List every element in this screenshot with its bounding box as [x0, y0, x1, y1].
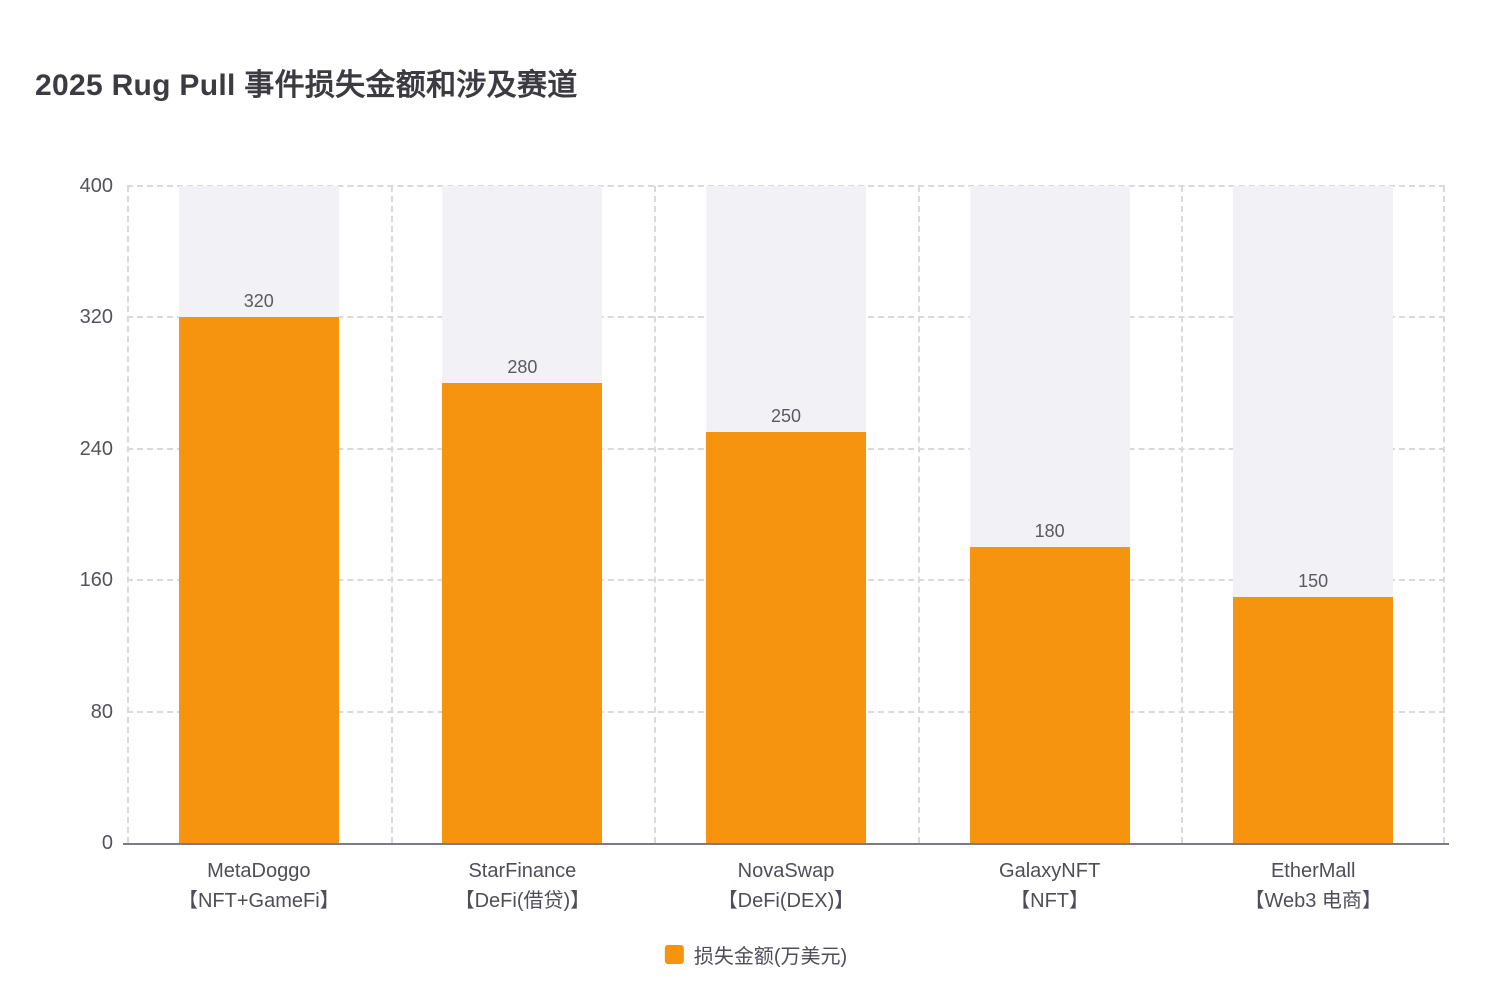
bar-galaxynft[interactable]	[969, 547, 1130, 843]
legend-item-loss-amount[interactable]: 损失金额(万美元)	[664, 940, 848, 969]
gridline-vertical	[1443, 186, 1445, 843]
y-axis-tick-label: 400	[79, 175, 113, 197]
y-axis-tick-label: 0	[101, 832, 113, 854]
x-category-label: GalaxyNFT 【NFT】	[918, 856, 1182, 916]
x-category-track: 【Web3 电商】	[1244, 890, 1382, 912]
x-category-name: GalaxyNFT	[999, 860, 1101, 882]
x-category-label: MetaDoggo 【NFT+GameFi】	[127, 856, 391, 916]
bar-novaswap[interactable]	[706, 432, 866, 843]
bar-value-label: 320	[243, 291, 274, 312]
y-axis-tick-label: 320	[79, 306, 113, 329]
gridline-vertical	[390, 186, 393, 843]
x-category-label: EtherMall 【Web3 电商】	[1181, 856, 1445, 916]
x-category-label: NovaSwap 【DeFi(DEX)】	[654, 856, 918, 916]
gridline-vertical	[127, 186, 129, 843]
y-axis-tick-label: 160	[79, 569, 113, 592]
bar-metadoggo[interactable]	[178, 317, 339, 843]
x-axis-line	[123, 842, 1449, 845]
x-category-name: NovaSwap	[737, 860, 835, 882]
bar-starfinance[interactable]	[442, 383, 603, 843]
x-category-track: 【NFT】	[1010, 890, 1090, 912]
bar-value-label: 150	[1298, 570, 1329, 591]
x-category-name: EtherMall	[1270, 860, 1356, 882]
plot-area: 0 80 160 240 320 400 320 MetaDoggo 【NFT+GameFi】 2…	[80, 175, 1449, 912]
x-category-name: MetaDoggo	[207, 860, 311, 882]
bar-value-label: 250	[770, 406, 802, 427]
x-category-label: StarFinance 【DeFi(借贷)】	[391, 856, 655, 916]
bar-ethermall[interactable]	[1233, 596, 1394, 843]
bar-value-label: 180	[1034, 521, 1065, 542]
x-category-track: 【NFT+GameFi】	[177, 890, 340, 912]
x-category-track: 【DeFi(DEX)】	[717, 890, 855, 912]
y-axis-tick-label: 80	[90, 700, 113, 723]
legend-label: 损失金额(万美元)	[693, 946, 848, 968]
x-category-name: StarFinance	[468, 860, 577, 882]
chart-title: 2025 Rug Pull 事件损失金额和涉及赛道	[35, 69, 578, 102]
gridline-vertical	[654, 186, 657, 843]
gridline-vertical	[1181, 186, 1184, 843]
y-axis-tick-label: 240	[79, 437, 113, 460]
gridline-vertical	[917, 186, 920, 843]
x-category-track: 【DeFi(借贷)】	[454, 890, 591, 912]
bar-value-label: 280	[507, 357, 538, 378]
legend-swatch-icon	[664, 945, 684, 964]
